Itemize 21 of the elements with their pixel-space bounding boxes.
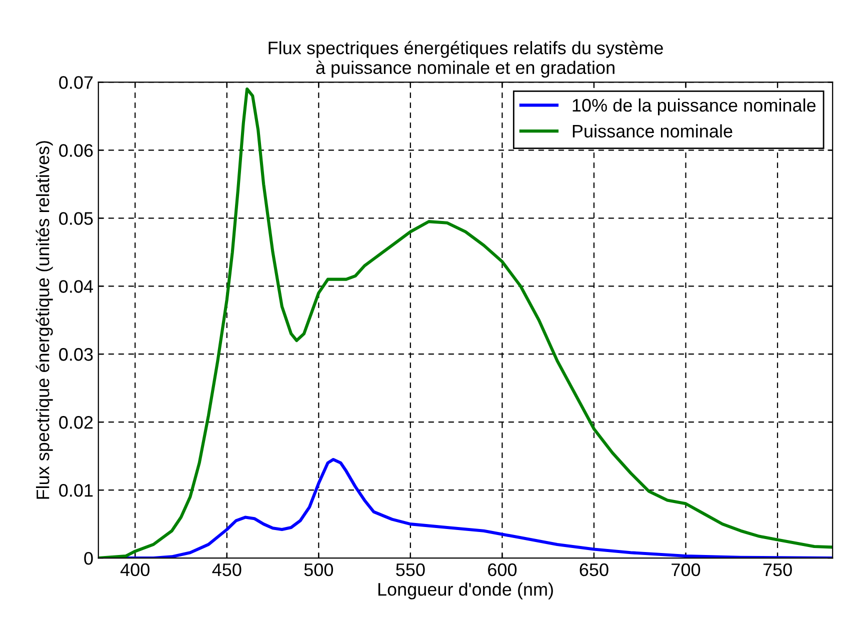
x-tick-label: 500 — [304, 563, 334, 576]
y-axis-title: Flux spectrique énergétique (unités relatives) — [36, 141, 53, 499]
x-tick-label: 550 — [396, 563, 425, 576]
legend-label: Puissance nominale — [572, 124, 732, 138]
x-tick-label: 600 — [488, 563, 517, 576]
chart-title: Flux spectriques énergétiques relatifs du système à puissance nominale et en gradation — [268, 40, 663, 78]
y-tick-label: 0.07 — [59, 76, 93, 89]
y-tick-label: 0.05 — [59, 212, 93, 225]
x-tick-label: 650 — [580, 563, 608, 576]
x-tick-label: 700 — [672, 563, 700, 576]
y-tick-label: 0.04 — [59, 280, 94, 293]
x-tick-label: 750 — [763, 563, 792, 576]
x-axis-title: Longueur d'onde (nm) — [378, 582, 553, 600]
y-tick-label: 0 — [84, 552, 93, 565]
x-tick-label: 400 — [120, 563, 150, 576]
x-tick-label: 450 — [212, 563, 242, 576]
y-tick-label: 0.02 — [59, 416, 93, 429]
y-tick-label: 0.06 — [59, 144, 93, 157]
y-tick-label: 0.01 — [59, 484, 93, 497]
legend-label: 10% de la puissance nominale — [572, 98, 816, 116]
y-tick-label: 0.03 — [59, 348, 93, 361]
